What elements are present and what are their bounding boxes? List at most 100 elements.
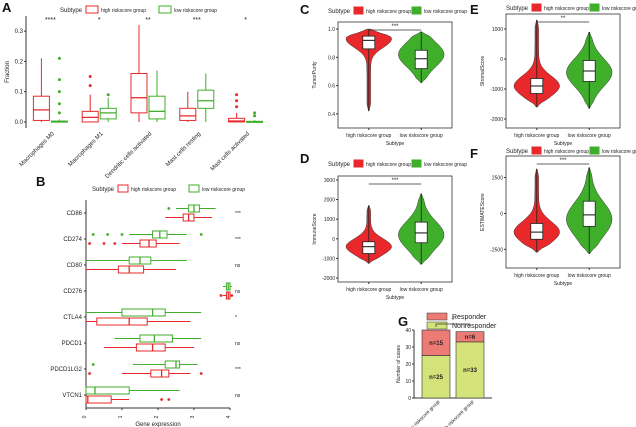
outlier-point [88,242,91,245]
legend-label-high: high riskscore group [366,9,411,15]
legend-swatch-low [158,5,172,14]
x-tick-label: low riskscore group [568,133,611,139]
significance-label: ** [561,16,566,22]
panel-d-violin-plot: D Subtype high riskscore group low riskscor… [300,151,467,301]
outlier-point [160,398,164,401]
x-tick-label: high riskscore group [346,287,391,293]
plot-frame [505,155,621,269]
significance-bracket [435,323,471,327]
outlier-point [253,111,257,115]
y-tick-label: 3000 [324,178,335,184]
y-tick-label: -2000 [322,276,335,282]
y-axis-label: ESTIMATEScore [480,193,486,231]
box-high [139,239,157,248]
gene-label: VTCN1 [62,393,82,399]
outlier-point [113,242,117,245]
legend-swatch-low [411,159,422,168]
box-low [139,334,173,343]
outlier-point [235,93,239,97]
x-axis-label: Subtype [554,281,573,287]
panel-g-stacked-bar-chart: G Responder Nonresponder 40 30 20 10 0 Number of… [396,312,497,427]
box-high [85,395,112,404]
legend-swatch-high [531,3,542,12]
significance-label: *** [391,24,399,30]
x-tick-label: 3 [190,415,196,418]
x-tick-label: Macrophages M0 [19,131,56,168]
x-tick-label: low riskscore group [400,287,443,293]
bar-responder [455,331,485,343]
panel-label: E [470,2,479,17]
significance-label: * [452,317,455,324]
y-tick-label: 0 [408,396,411,402]
legend-label-high: high riskscore group [544,149,589,155]
significance-label: * [235,315,237,321]
box-high [362,35,376,50]
bar-count-label: n=15 [429,341,444,347]
legend-label-low: low riskscore group [424,9,467,15]
x-tick-label: 0 [82,415,88,418]
panel-label: D [300,151,309,166]
outlier-point [253,114,257,118]
box-high [228,117,246,123]
panel-label: G [398,314,408,329]
box-high [135,343,166,352]
box-high [81,110,99,123]
bar-responder [421,329,451,356]
legend-title: Subtype [328,162,351,168]
legend-label-high: high riskscore group [366,162,411,168]
y-axis-label: StromalScore [480,56,486,87]
legend-title: Subtype [506,149,529,155]
y-tick-label: 20 [405,362,411,368]
y-tick-label: -1000 [490,87,503,93]
bar-nonresponder [455,341,485,399]
x-tick-label: Mast cells resting [165,131,202,168]
significance-label: *** [235,211,241,217]
y-tick-label: 2500 [492,176,503,182]
x-axis-label: Gene expression [135,422,180,427]
outlier-point [91,233,95,236]
legend-label-low: low riskscore group [424,162,467,168]
box-high [130,73,148,114]
x-tick-label: Dendritic cells activated [105,131,154,180]
box-high [362,241,376,254]
panel-label: A [2,0,12,15]
x-axis-label: Subtype [386,295,405,301]
box-low [414,49,428,70]
x-tick-label: 4 [226,415,232,418]
box-low [121,308,166,317]
y-tick-label: 30 [405,345,411,351]
y-tick-label: 1.0 [328,27,335,33]
outlier-point [88,75,92,79]
box-high [179,107,197,121]
x-axis-label: Subtype [386,141,405,147]
legend-title: Subtype [506,6,529,12]
outlier-point [57,90,61,94]
significance-label: * [244,17,247,24]
legend-label-nonresponder: Nonresponder [452,323,497,330]
y-axis-label: Fraction [5,61,11,83]
x-tick-label: Macrophages M1 [68,131,105,168]
outlier-point [88,372,91,375]
significance-label: ns [235,393,241,399]
y-tick-label: 0.1 [15,90,24,96]
x-tick-label: 1 [118,415,124,418]
outlier-point [199,233,203,236]
bar-count-label: n=6 [465,335,476,341]
significance-label: *** [235,237,241,243]
box-low [148,95,166,120]
outlier-point [235,99,239,103]
outlier-point [235,105,239,109]
legend-label-low: low riskscore group [602,6,636,12]
bar-count-label: n=25 [429,375,444,381]
outlier-point [106,233,109,236]
panel-label: B [36,174,45,189]
outlier-point [88,84,92,88]
significance-label: ns [235,341,241,347]
box-high [117,265,145,274]
box-low [85,386,130,395]
plot-frame [337,21,453,129]
panel-label: C [300,2,310,17]
x-tick-label: high riskscore group [439,399,475,427]
gene-label: CTLA4 [63,315,82,321]
